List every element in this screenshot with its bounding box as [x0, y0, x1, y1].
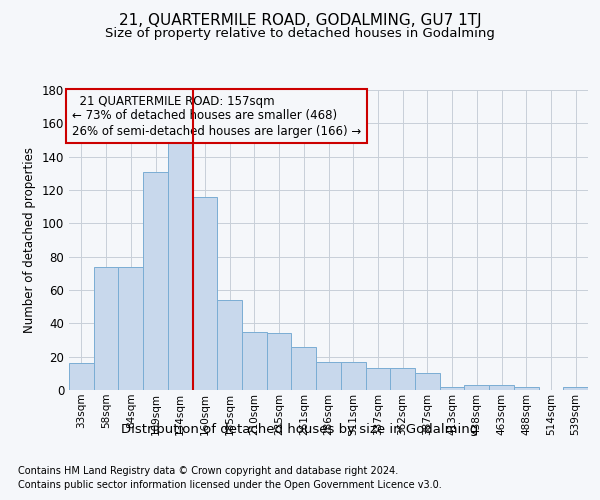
Bar: [267, 334, 292, 390]
Bar: [316, 362, 341, 390]
Bar: [464, 385, 489, 390]
Bar: [440, 386, 464, 390]
Bar: [242, 332, 267, 390]
Bar: [514, 386, 539, 390]
Bar: [341, 362, 365, 390]
Bar: [563, 386, 588, 390]
Text: Contains public sector information licensed under the Open Government Licence v3: Contains public sector information licen…: [18, 480, 442, 490]
Text: Distribution of detached houses by size in Godalming: Distribution of detached houses by size …: [121, 422, 479, 436]
Text: 21, QUARTERMILE ROAD, GODALMING, GU7 1TJ: 21, QUARTERMILE ROAD, GODALMING, GU7 1TJ: [119, 12, 481, 28]
Bar: [365, 368, 390, 390]
Bar: [94, 266, 118, 390]
Bar: [415, 374, 440, 390]
Bar: [69, 364, 94, 390]
Y-axis label: Number of detached properties: Number of detached properties: [23, 147, 36, 333]
Bar: [489, 385, 514, 390]
Text: 21 QUARTERMILE ROAD: 157sqm
← 73% of detached houses are smaller (468)
26% of se: 21 QUARTERMILE ROAD: 157sqm ← 73% of det…: [71, 94, 361, 138]
Text: Contains HM Land Registry data © Crown copyright and database right 2024.: Contains HM Land Registry data © Crown c…: [18, 466, 398, 476]
Bar: [217, 300, 242, 390]
Bar: [168, 142, 193, 390]
Bar: [390, 368, 415, 390]
Text: Size of property relative to detached houses in Godalming: Size of property relative to detached ho…: [105, 28, 495, 40]
Bar: [193, 196, 217, 390]
Bar: [292, 346, 316, 390]
Bar: [118, 266, 143, 390]
Bar: [143, 172, 168, 390]
